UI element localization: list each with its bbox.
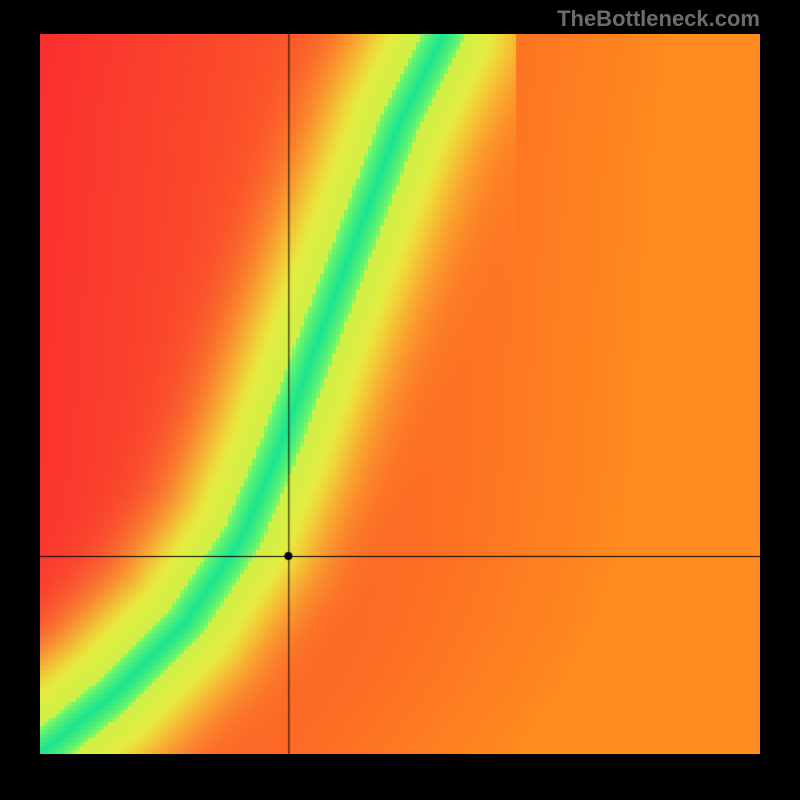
watermark-text: TheBottleneck.com xyxy=(557,6,760,32)
chart-container: { "watermark": { "text": "TheBottleneck.… xyxy=(0,0,800,800)
bottleneck-heatmap xyxy=(40,34,760,754)
